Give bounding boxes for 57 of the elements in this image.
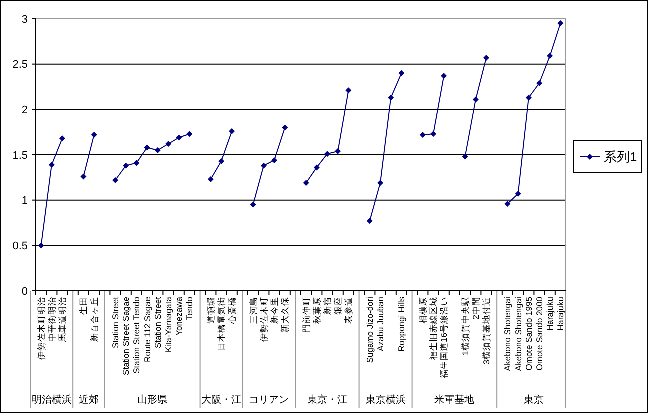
x-tick-label: Roppongi Hills [396, 297, 407, 352]
x-tick-label: 福生国道16号線沿い [439, 297, 450, 378]
x-tick-label: 相模原 [418, 297, 428, 324]
text: 山形県 [138, 394, 168, 406]
x-tick-label: 新百合ヶ丘 [89, 297, 100, 342]
x-tick-label: 中華街明治 [46, 297, 57, 342]
text: 明治横浜 [32, 394, 72, 406]
text: 東京・江 [308, 394, 348, 406]
x-tick-label: Station Street Tendo [132, 296, 142, 374]
x-tick-label: 1横須賀中央駅 [460, 297, 470, 356]
x-tick-label: 秋葉原 [312, 297, 322, 324]
x-tick-label: 日本橋電気街 [216, 297, 226, 351]
x-tick-label: Omote Sando 1995 [524, 296, 534, 371]
x-tick-label: Route 112 Sagae [142, 296, 152, 363]
text: コリアン [249, 395, 290, 406]
x-tick-label: 伊勢佐木町明治 [36, 297, 46, 360]
x-tick-label: Station Street [110, 296, 120, 349]
x-tick-label: Akebono Shotengai [502, 296, 513, 372]
text: 東京 [524, 394, 544, 406]
y-tick-label: 3 [22, 14, 28, 26]
x-tick-label: 伊勢佐木町 [258, 297, 269, 342]
x-tick-label: Station Street [152, 296, 163, 349]
x-tick-label: 銀座 [333, 297, 344, 315]
x-tick-label: Kita-Yamagata [164, 296, 174, 353]
x-tick-label: 新宿 [322, 297, 332, 315]
x-tick-label: Tendo [184, 296, 195, 320]
y-tick-label: 0.5 [12, 240, 28, 253]
x-tick-label: Sugamo Jizo-dori [364, 296, 375, 364]
x-tick-label: Harajuku [556, 296, 566, 332]
x-tick-label: 新大久保 [280, 297, 290, 333]
x-tick-label: 新今里 [270, 297, 280, 324]
x-tick-label: Station Street Sagae [121, 296, 132, 376]
x-tick-label: Azabu Juuban [376, 296, 386, 352]
x-tick-label: Yonezawa [174, 296, 184, 336]
x-tick-label: 馬車道明治 [58, 297, 68, 343]
x-tick-label: 表参道 [344, 297, 354, 324]
x-tick-label: Omote Sando 2000 [534, 296, 544, 371]
y-tick-label: 2.5 [12, 59, 28, 72]
x-tick-label: 門前仲町 [301, 297, 312, 333]
x-tick-label: 2中間 [470, 297, 481, 320]
y-tick-label: 1.5 [12, 150, 28, 162]
y-tick-label: 1 [22, 195, 28, 208]
y-tick-label: 2 [22, 104, 28, 117]
x-tick-label: 生田 [78, 297, 89, 315]
x-tick-label: 道頓堀 [206, 297, 216, 324]
text: 米軍基地 [434, 394, 475, 406]
legend-label: 系列1 [604, 150, 638, 165]
text: 東京横浜 [366, 394, 406, 406]
y-tick-label: 0 [22, 286, 28, 298]
text: 大阪・江 [202, 394, 242, 406]
x-tick-label: 3横須賀基地付近 [482, 297, 492, 365]
x-tick-label: 福生旧赤線区域 [428, 297, 438, 360]
x-tick-label: 心斎橋 [227, 297, 238, 325]
x-tick-label: Akebono Shotengai [513, 296, 524, 372]
text: 近郊 [79, 394, 99, 406]
x-tick-label: 三河島 [248, 297, 258, 324]
x-tick-label: Harajuku [545, 296, 556, 332]
